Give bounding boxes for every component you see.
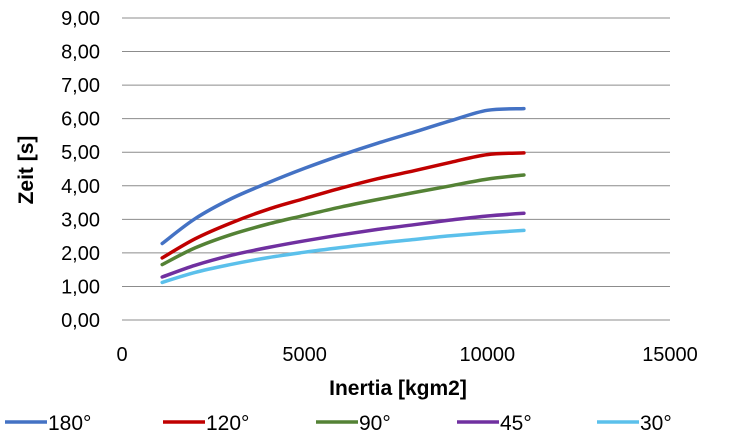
y-tick-label: 9,00 (61, 8, 100, 30)
x-tick-label: 5000 (282, 344, 327, 366)
series-line-0 (160, 106, 526, 246)
y-tick-label: 7,00 (61, 75, 100, 97)
x-axis-title: Inertia [kgm2] (329, 377, 467, 400)
legend-label: 90° (359, 412, 391, 435)
y-tick-label: 1,00 (61, 276, 100, 298)
y-tick-label: 8,00 (61, 42, 100, 64)
series-lines (160, 106, 526, 285)
x-tick-label: 15000 (642, 344, 698, 366)
x-tick-label: 10000 (460, 344, 516, 366)
series-line-4 (160, 228, 526, 285)
legend-label: 120° (206, 412, 249, 435)
y-axis-ticks: 0,00 1,00 2,00 3,00 4,00 5,00 6,00 7,00 8,00 9,00 (61, 8, 100, 332)
x-axis-ticks: 0 5000 10000 15000 (116, 344, 697, 366)
gridlines (122, 17, 670, 321)
y-tick-label: 3,00 (61, 209, 100, 231)
series-line-3 (160, 211, 526, 279)
series-line-1 (160, 151, 526, 260)
legend: 180° 120° 90° 45° 30° (5, 412, 672, 435)
x-tick-label: 0 (116, 344, 127, 366)
y-tick-label: 0,00 (61, 310, 100, 332)
legend-label: 45° (500, 412, 532, 435)
y-tick-label: 4,00 (61, 176, 100, 198)
y-tick-label: 5,00 (61, 142, 100, 164)
legend-label: 180° (48, 412, 91, 435)
y-tick-label: 6,00 (61, 109, 100, 131)
y-tick-label: 2,00 (61, 243, 100, 265)
series-line-2 (160, 173, 526, 267)
y-axis-title: Zeit [s] (15, 136, 38, 205)
legend-label: 30° (640, 412, 672, 435)
